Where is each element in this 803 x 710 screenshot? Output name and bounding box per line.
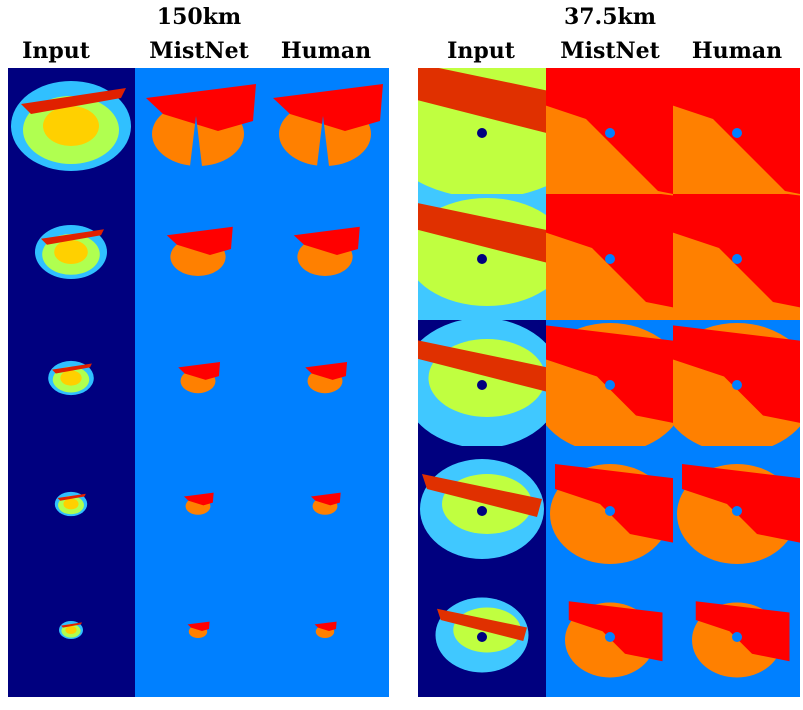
column-label: MistNet bbox=[560, 38, 660, 64]
radar-site bbox=[605, 506, 615, 516]
echo-core bbox=[43, 106, 99, 146]
column-label: Human bbox=[281, 38, 371, 64]
image-cell bbox=[262, 446, 389, 572]
radar-site bbox=[477, 632, 487, 642]
radar-site bbox=[477, 128, 487, 138]
column-label: MistNet bbox=[149, 38, 249, 64]
radar-site bbox=[732, 632, 742, 642]
image-cell bbox=[135, 68, 262, 194]
image-cell bbox=[401, 318, 562, 448]
radar-site bbox=[477, 380, 487, 390]
panel-title: 150km bbox=[157, 4, 241, 30]
image-cell bbox=[8, 68, 135, 194]
image-cell bbox=[659, 320, 803, 453]
image-cell bbox=[673, 446, 803, 572]
column-label: Input bbox=[22, 38, 91, 64]
radar-site bbox=[732, 254, 742, 264]
radar-site bbox=[477, 254, 487, 264]
radar-site bbox=[732, 506, 742, 516]
image-cell bbox=[135, 194, 262, 320]
image-cell bbox=[135, 572, 262, 697]
echo-core bbox=[63, 499, 78, 510]
radar-site bbox=[605, 380, 615, 390]
column-label: Input bbox=[447, 38, 516, 64]
image-cell bbox=[546, 572, 673, 697]
radar-site bbox=[732, 128, 742, 138]
image-cell bbox=[262, 572, 389, 697]
echo-core bbox=[60, 370, 81, 385]
figure: 150km Input MistNet Human 37.5km Input M… bbox=[0, 0, 803, 706]
radar-site bbox=[732, 380, 742, 390]
image-cell bbox=[418, 572, 546, 697]
radar-site bbox=[605, 128, 615, 138]
image-cell bbox=[135, 320, 262, 446]
echo-core bbox=[54, 240, 88, 264]
echo-core bbox=[65, 626, 76, 634]
image-cell bbox=[262, 68, 389, 194]
image-cell bbox=[8, 572, 135, 697]
image-cell bbox=[546, 446, 680, 572]
image-cell bbox=[135, 446, 262, 572]
image-cell bbox=[418, 446, 546, 572]
image-cell bbox=[8, 320, 135, 446]
radar-site bbox=[477, 506, 487, 516]
column-label: Human bbox=[692, 38, 782, 64]
panel-title: 37.5km bbox=[564, 4, 656, 30]
radar-site bbox=[605, 632, 615, 642]
image-cell bbox=[8, 194, 135, 320]
image-cell bbox=[262, 320, 389, 446]
radar-site bbox=[605, 254, 615, 264]
image-cell bbox=[673, 572, 800, 697]
image-cell bbox=[262, 194, 389, 320]
image-cell bbox=[8, 446, 135, 572]
